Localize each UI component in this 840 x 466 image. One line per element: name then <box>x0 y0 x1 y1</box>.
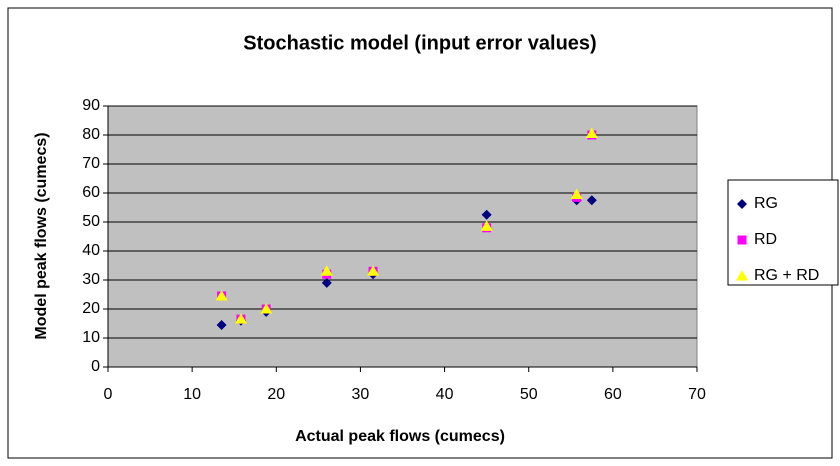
y-tick-label: 90 <box>82 97 100 114</box>
x-axis-label: Actual peak flows (cumecs) <box>295 428 505 445</box>
x-tick-label: 60 <box>604 386 622 403</box>
chart-title: Stochastic model (input error values) <box>243 32 596 54</box>
x-tick-label: 20 <box>267 386 285 403</box>
marker <box>215 289 228 301</box>
marker <box>570 188 583 199</box>
marker <box>585 127 598 139</box>
y-tick-label: 30 <box>82 271 100 288</box>
y-tick-label: 80 <box>82 126 100 143</box>
marker <box>367 265 380 276</box>
y-tick-label: 70 <box>82 155 100 172</box>
legend-label: RD <box>754 231 777 248</box>
y-tick-label: 60 <box>82 184 100 201</box>
plot-area <box>107 105 698 368</box>
legend-marker <box>737 199 747 209</box>
marker <box>216 319 227 330</box>
y-tick-label: 50 <box>82 213 100 230</box>
legend-label: RG + RD <box>754 267 819 284</box>
legend-label: RG <box>754 195 778 212</box>
marker <box>234 313 247 324</box>
y-tick-label: 10 <box>82 329 100 346</box>
marker <box>481 209 492 220</box>
y-tick-label: 0 <box>91 358 100 375</box>
marker <box>260 303 273 314</box>
y-tick-label: 20 <box>82 300 100 317</box>
legend-box <box>727 179 839 286</box>
x-tick-label: 70 <box>688 386 706 403</box>
x-tick-label: 10 <box>183 386 201 403</box>
x-tick-label: 0 <box>104 386 113 403</box>
legend-marker <box>736 270 748 281</box>
marker <box>480 220 493 231</box>
y-tick-label: 40 <box>82 242 100 259</box>
y-axis-label: Model peak flows (cumecs) <box>33 132 50 339</box>
marker <box>321 277 332 288</box>
marker <box>320 265 333 276</box>
marker <box>586 195 597 206</box>
legend-marker <box>737 235 747 245</box>
x-tick-label: 30 <box>352 386 370 403</box>
x-tick-label: 40 <box>436 386 454 403</box>
x-tick-label: 50 <box>520 386 538 403</box>
